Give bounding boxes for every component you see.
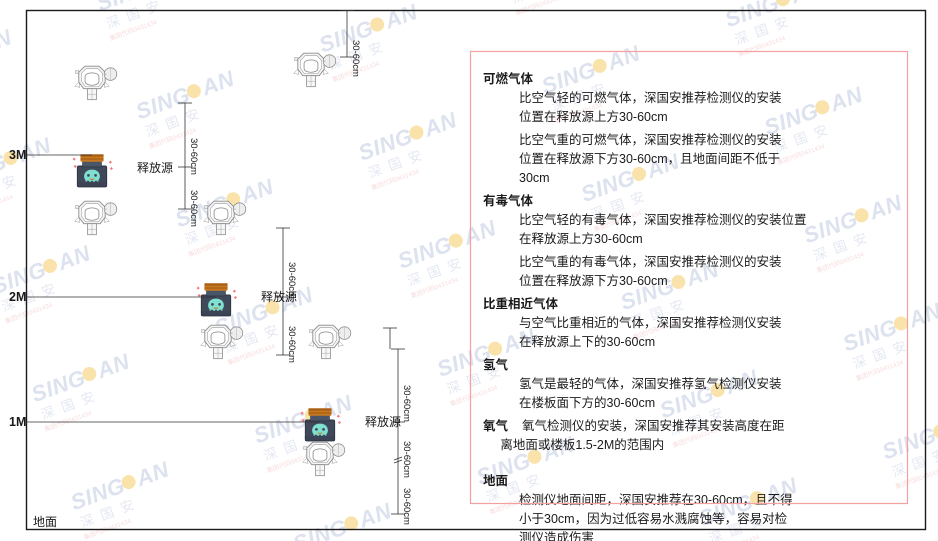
svg-text:3M: 3M (9, 148, 26, 162)
svg-text:30-60cm: 30-60cm (401, 488, 412, 525)
svg-text:释放源: 释放源 (365, 414, 401, 429)
svg-text:30-60cm: 30-60cm (286, 262, 297, 299)
svg-text:2M: 2M (9, 290, 26, 304)
svg-text:30-60cm: 30-60cm (188, 190, 199, 227)
svg-text:30-60cm: 30-60cm (401, 441, 412, 478)
svg-text:30-60cm: 30-60cm (286, 326, 297, 363)
svg-text:30-60cm: 30-60cm (401, 385, 412, 422)
svg-text:30-60cm: 30-60cm (188, 138, 199, 175)
svg-text:释放源: 释放源 (261, 289, 297, 304)
svg-text:1M: 1M (9, 415, 26, 429)
svg-text:释放源: 释放源 (137, 160, 173, 175)
svg-text:地面: 地面 (33, 515, 57, 529)
svg-text:30-60cm: 30-60cm (350, 40, 361, 77)
